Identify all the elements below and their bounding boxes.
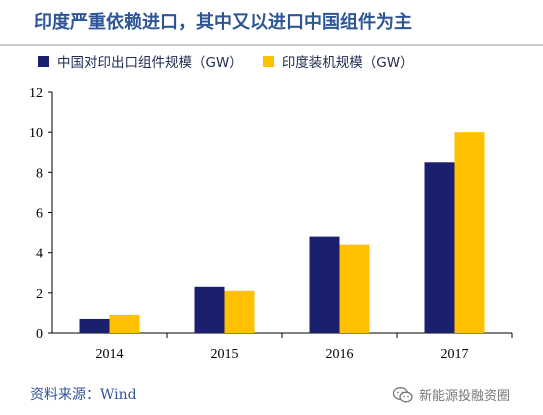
source-note: 资料来源：Wind [30, 387, 137, 403]
legend: 中国对印出口组件规模（GW） 印度装机规模（GW） [38, 51, 434, 71]
y-tick-label: 0 [36, 327, 43, 342]
bar-series-1-2017 [424, 162, 455, 333]
y-tick-label: 6 [36, 207, 43, 222]
legend-item-series-2: 印度装机规模（GW） [262, 51, 414, 71]
bar-series-2-2014 [109, 314, 140, 333]
bar-series-2-2017 [454, 132, 485, 333]
y-tick-label: 12 [29, 86, 43, 101]
chart-title: 印度严重依赖进口，其中又以进口中国组件为主 [34, 12, 412, 33]
watermark: 新能源投融资圈 [392, 385, 510, 404]
y-tick-label: 8 [36, 166, 43, 181]
bar-series-1-2016 [309, 236, 340, 333]
x-tick-label: 2015 [211, 347, 239, 362]
legend-swatch-series-2 [262, 55, 274, 67]
bar-series-1-2015 [194, 286, 225, 333]
bar-series-2-2016 [339, 244, 370, 333]
y-tick-label: 4 [36, 247, 43, 262]
x-tick-label: 2017 [441, 347, 469, 362]
y-tick-label: 2 [36, 287, 43, 302]
legend-item-series-1: 中国对印出口组件规模（GW） [38, 51, 243, 71]
y-tick-label: 10 [29, 126, 43, 141]
x-tick-label: 2016 [326, 347, 354, 362]
wechat-icon [392, 386, 413, 402]
legend-label-series-2: 印度装机规模（GW） [281, 55, 414, 71]
x-tick-label: 2014 [96, 347, 124, 362]
legend-swatch-series-1 [38, 55, 49, 67]
title-divider [0, 44, 543, 46]
bar-series-1-2014 [79, 318, 110, 333]
bar-series-2-2015 [224, 290, 255, 333]
watermark-text: 新能源投融资圈 [419, 389, 511, 404]
legend-label-series-1: 中国对印出口组件规模（GW） [57, 55, 243, 71]
